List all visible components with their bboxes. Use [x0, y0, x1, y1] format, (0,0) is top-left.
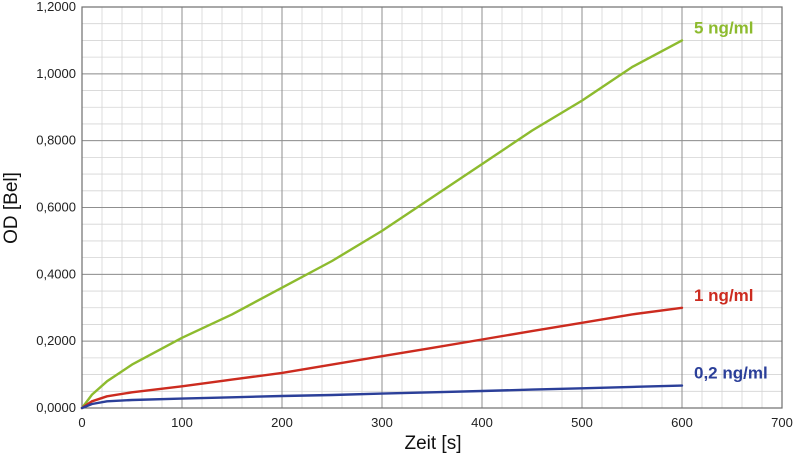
series-label-0: 5 ng/ml	[694, 18, 754, 37]
series-line-1	[80, 306, 684, 410]
y-tick-label: 0,6000	[36, 200, 76, 215]
series-line-0	[80, 39, 684, 410]
y-axis-title: OD [Bel]	[1, 172, 22, 244]
series-line-2	[80, 384, 684, 410]
x-tick-label: 600	[671, 415, 693, 430]
y-tick-label: 0,0000	[36, 400, 76, 415]
x-tick-label: 100	[171, 415, 193, 430]
x-tick-label: 200	[271, 415, 293, 430]
y-tick-label: 1,0000	[36, 66, 76, 81]
series-label-1: 1 ng/ml	[694, 286, 754, 305]
series-labels: 5 ng/ml 1 ng/ml 0,2 ng/ml	[694, 18, 768, 382]
axes	[81, 6, 783, 409]
y-tick-label: 0,4000	[36, 266, 76, 281]
series-lines	[80, 39, 684, 410]
x-tick-label: 700	[771, 415, 793, 430]
y-tick-labels: 0,0000 0,2000 0,4000 0,6000 0,8000 1,0000 1,20…	[36, 0, 76, 415]
x-axis-title: Zeit [s]	[404, 433, 461, 454]
series-label-2: 0,2 ng/ml	[694, 364, 768, 383]
y-tick-label: 0,8000	[36, 133, 76, 148]
x-tick-label: 400	[471, 415, 493, 430]
y-tick-label: 0,2000	[36, 333, 76, 348]
x-tick-label: 300	[371, 415, 393, 430]
x-tick-label: 0	[78, 415, 85, 430]
y-tick-label: 1,2000	[36, 0, 76, 14]
x-tick-label: 500	[571, 415, 593, 430]
x-tick-labels: 0 100 200 300 400 500 600 700	[78, 415, 792, 430]
plot-border	[81, 6, 783, 409]
